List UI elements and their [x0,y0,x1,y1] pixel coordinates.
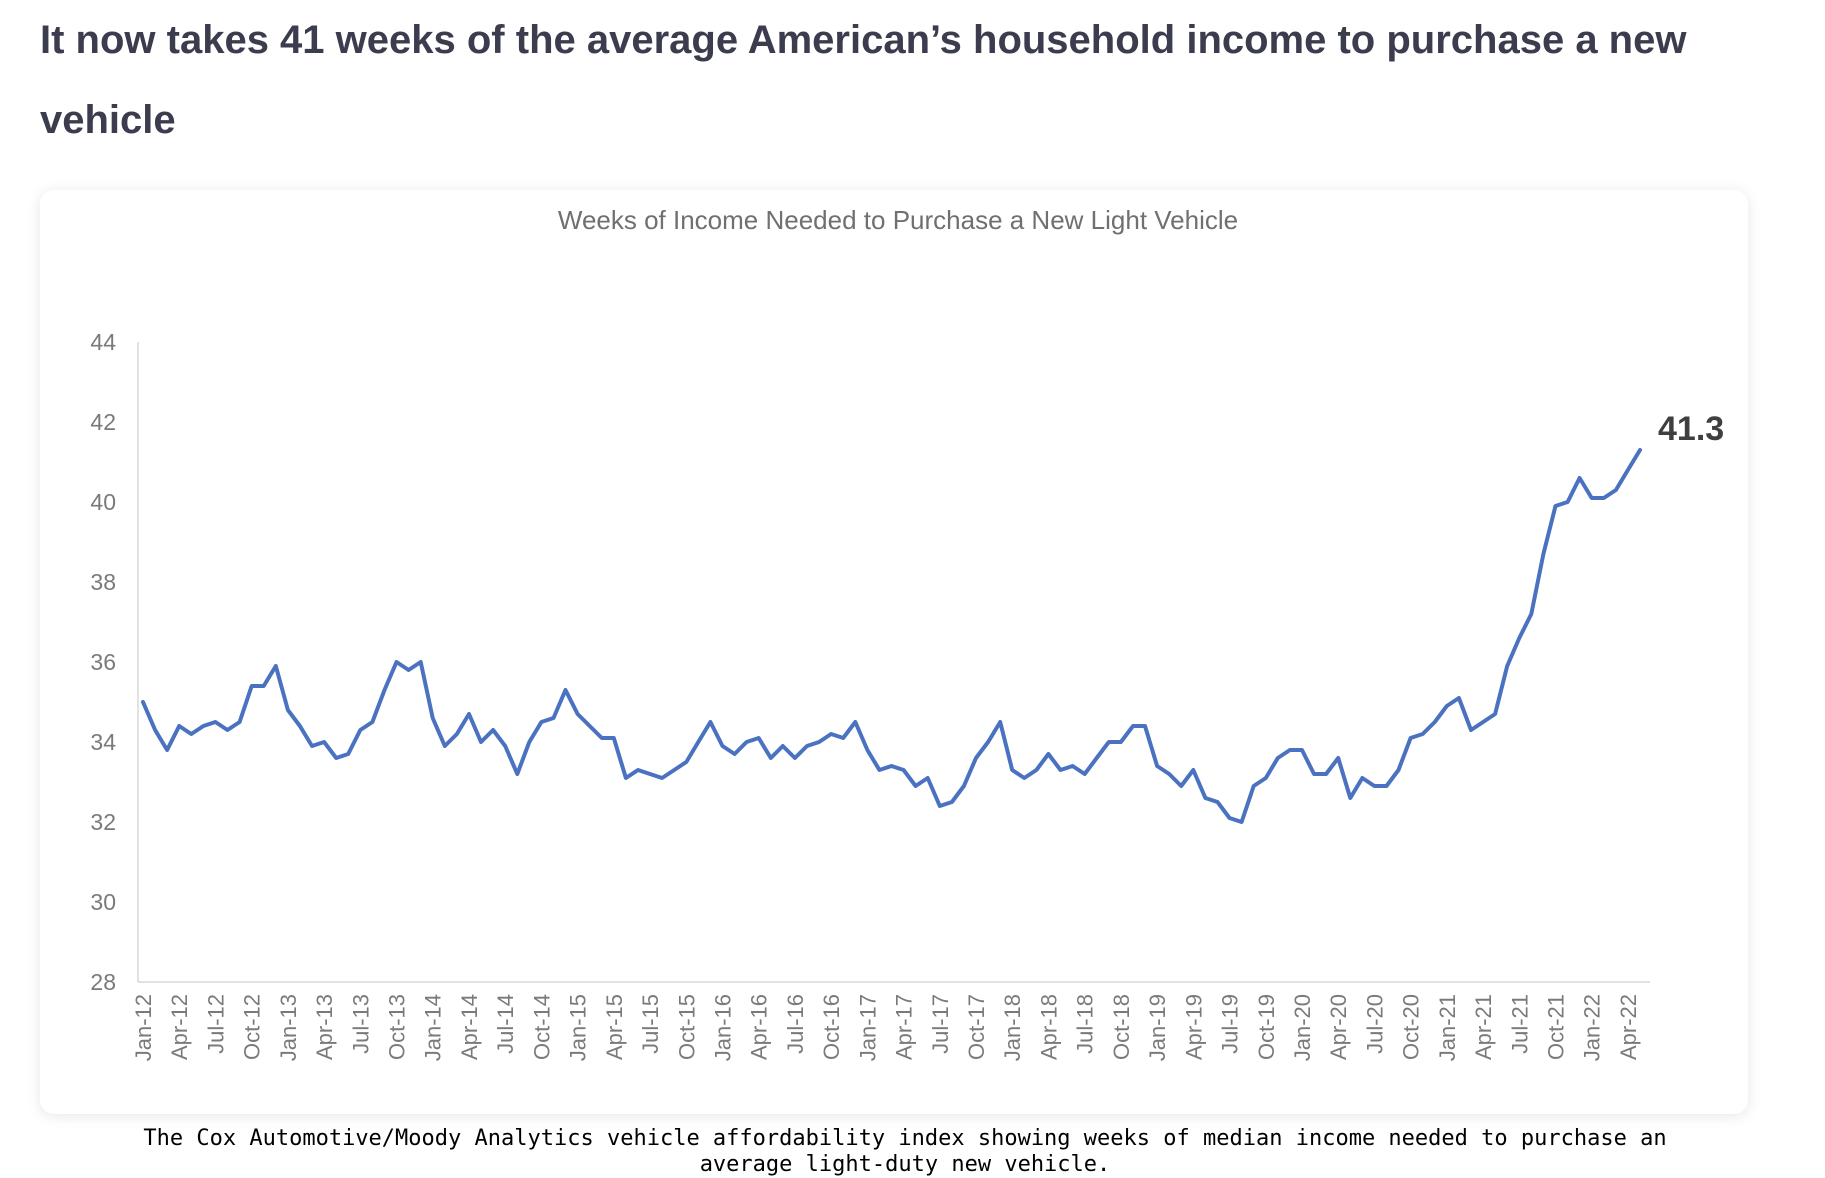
x-tick-label: Jul-19 [1218,994,1243,1054]
chart-card: Weeks of Income Needed to Purchase a New… [40,190,1748,1114]
x-tick-label: Jan-12 [131,994,156,1061]
y-tick-label: 40 [90,489,116,515]
x-tick-label: Apr-13 [312,994,337,1060]
y-tick-label: 36 [90,649,116,675]
x-tick-label: Jul-20 [1362,994,1387,1054]
x-tick-label: Apr-18 [1036,994,1061,1060]
y-tick-label: 34 [90,729,116,755]
y-tick-label: 28 [90,969,116,995]
x-tick-label: Oct-19 [1254,994,1279,1060]
y-axis-ticks: 28 30 32 34 36 38 40 42 44 [90,329,116,995]
x-axis-ticks: Jan-12 Apr-12 Jul-12 Oct-12 Jan-13 Apr-13 Jul-… [131,994,1641,1061]
x-tick-label: Jan-18 [1000,994,1025,1061]
line-chart: Weeks of Income Needed to Purchase a New… [90,205,1724,1061]
x-tick-label: Jul-17 [928,994,953,1054]
y-tick-label: 38 [90,569,116,595]
x-tick-label: Jul-13 [348,994,373,1054]
x-tick-label: Jan-17 [855,994,880,1061]
x-tick-label: Jan-16 [710,994,735,1061]
series-line [141,448,1642,824]
x-tick-label: Jul-15 [638,994,663,1054]
x-tick-label: Oct-20 [1399,994,1424,1060]
y-tick-label: 42 [90,409,116,435]
x-tick-label: Jul-18 [1073,994,1098,1054]
y-tick-label: 30 [90,889,116,915]
x-tick-label: Jul-16 [783,994,808,1054]
x-tick-label: Oct-18 [1109,994,1134,1060]
x-tick-label: Oct-15 [674,994,699,1060]
x-tick-label: Jul-14 [493,994,518,1054]
y-tick-label: 44 [90,329,116,355]
x-tick-label: Jul-21 [1507,994,1532,1054]
x-tick-label: Oct-13 [385,994,410,1060]
x-tick-label: Jul-12 [203,994,228,1054]
x-tick-label: Jan-14 [421,994,446,1061]
x-tick-label: Oct-21 [1543,994,1568,1060]
x-tick-label: Oct-12 [240,994,265,1060]
headline: It now takes 41 weeks of the average Ame… [40,18,1687,142]
x-tick-label: Apr-14 [457,994,482,1060]
x-tick-label: Apr-21 [1471,994,1496,1060]
x-tick-label: Jan-22 [1580,994,1605,1061]
x-tick-label: Apr-20 [1326,994,1351,1060]
chart-title: Weeks of Income Needed to Purchase a New… [558,205,1238,235]
end-value-label: 41.3 [1658,410,1724,448]
series-group [141,448,1642,824]
axes [137,342,1650,983]
x-tick-label: Jan-19 [1145,994,1170,1061]
x-tick-label: Apr-12 [167,994,192,1060]
x-tick-label: Apr-22 [1616,994,1641,1060]
x-tick-label: Apr-19 [1181,994,1206,1060]
figure-caption: The Cox Automotive/Moody Analytics vehic… [143,1126,1667,1177]
x-tick-label: Jan-20 [1290,994,1315,1061]
x-tick-label: Jan-15 [566,994,591,1061]
x-tick-label: Apr-16 [747,994,772,1060]
x-tick-label: Oct-14 [529,994,554,1060]
x-tick-label: Apr-15 [602,994,627,1060]
x-tick-label: Apr-17 [892,994,917,1060]
x-tick-label: Oct-17 [964,994,989,1060]
y-tick-label: 32 [90,809,116,835]
x-tick-label: Jan-21 [1435,994,1460,1061]
x-tick-label: Oct-16 [819,994,844,1060]
x-tick-label: Jan-13 [276,994,301,1061]
